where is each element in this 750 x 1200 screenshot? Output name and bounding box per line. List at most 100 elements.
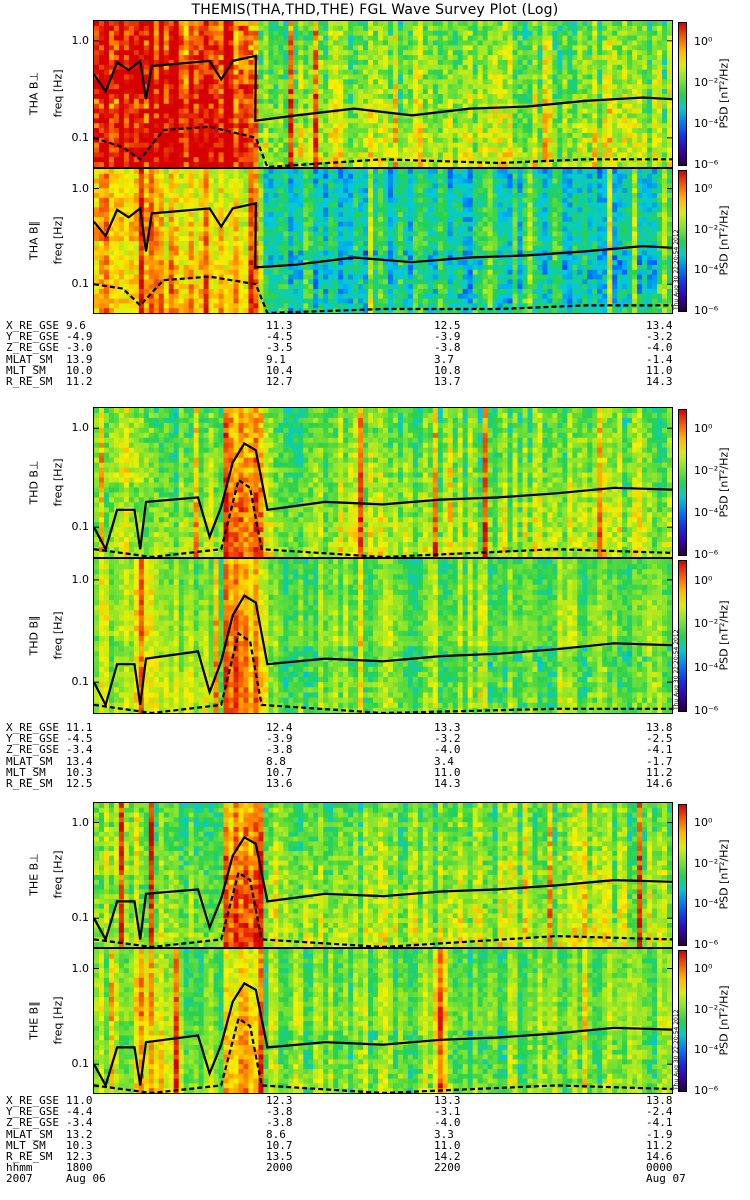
psd-cell	[627, 74, 633, 80]
psd-cell	[238, 157, 245, 163]
psd-cell	[437, 147, 444, 153]
psd-cell	[163, 193, 170, 199]
psd-cell	[198, 217, 205, 223]
psd-cell	[652, 35, 658, 42]
psd-cell	[338, 45, 344, 51]
psd-cell	[153, 212, 160, 218]
psd-cell	[383, 113, 389, 119]
psd-cell	[128, 108, 135, 115]
psd-cell	[427, 132, 434, 139]
psd-cell	[153, 50, 160, 56]
psd-cell	[422, 69, 429, 76]
psd-cell	[98, 236, 105, 242]
psd-cell	[268, 274, 274, 280]
psd-cell	[198, 260, 205, 266]
psd-cell	[607, 25, 613, 32]
psd-cell	[542, 55, 549, 61]
psd-cell	[397, 59, 404, 66]
psd-cell	[293, 274, 299, 280]
psd-cell	[502, 123, 509, 129]
psd-cell	[552, 21, 558, 27]
psd-cell	[288, 226, 294, 232]
psd-cell	[118, 103, 125, 110]
psd-cell	[153, 132, 160, 139]
psd-cell	[617, 45, 623, 51]
psd-cell	[477, 137, 484, 144]
psd-cell	[118, 226, 125, 232]
psd-cell	[238, 45, 245, 51]
psd-cell	[298, 79, 304, 85]
psd-cell	[198, 152, 205, 158]
psd-cell	[492, 108, 499, 115]
psd-cell	[582, 108, 588, 115]
psd-cell	[133, 245, 140, 252]
psd-cell	[94, 231, 100, 237]
psd-cell	[472, 123, 479, 129]
psd-cell	[208, 231, 215, 237]
psd-cell	[103, 142, 110, 149]
psd-cell	[163, 226, 170, 232]
psd-cell	[597, 94, 603, 100]
psd-cell	[153, 226, 160, 232]
psd-cell	[203, 303, 210, 309]
psd-cell	[113, 45, 120, 51]
psd-cell	[662, 118, 668, 124]
psd-cell	[193, 147, 200, 153]
psd-cell	[542, 147, 549, 153]
psd-cell	[442, 84, 449, 90]
psd-cell	[168, 274, 175, 280]
psd-cell	[647, 59, 653, 66]
psd-cell	[268, 142, 274, 149]
psd-cell	[308, 303, 314, 309]
psd-cell	[507, 79, 514, 85]
psd-cell	[602, 59, 608, 66]
psd-cell	[133, 279, 140, 285]
psd-cell	[383, 69, 389, 76]
psd-cell	[373, 89, 379, 95]
psd-cell	[133, 137, 140, 144]
psd-cell	[333, 274, 339, 280]
psd-cell	[417, 35, 424, 42]
psd-cell	[213, 113, 220, 119]
psd-cell	[442, 69, 449, 76]
psd-cell	[338, 147, 344, 153]
psd-cell	[457, 69, 464, 76]
psd-cell	[238, 103, 245, 110]
psd-cell	[218, 128, 225, 134]
psd-cell	[108, 103, 115, 110]
psd-cell	[303, 74, 309, 80]
psd-cell	[542, 84, 549, 90]
psd-cell	[248, 250, 255, 256]
psd-cell	[632, 89, 638, 95]
psd-cell	[303, 118, 309, 124]
psd-cell	[477, 40, 484, 46]
psd-cell	[373, 142, 379, 149]
psd-cell	[607, 50, 613, 56]
psd-cell	[472, 50, 479, 56]
psd-cell	[577, 152, 583, 158]
psd-cell	[472, 74, 479, 80]
psd-cell	[188, 113, 195, 119]
psd-cell	[278, 142, 284, 149]
psd-cell	[313, 108, 319, 115]
psd-cell	[128, 289, 135, 295]
psd-cell	[587, 94, 593, 100]
psd-cell	[537, 79, 544, 85]
psd-cell	[497, 84, 504, 90]
psd-cell	[587, 84, 593, 90]
psd-cell	[437, 94, 444, 100]
psd-cell	[263, 128, 269, 134]
psd-cell	[208, 236, 215, 242]
psd-cell	[218, 207, 225, 213]
psd-cell	[263, 45, 269, 51]
psd-cell	[118, 183, 125, 189]
psd-cell	[288, 123, 294, 129]
psd-cell	[168, 279, 175, 285]
psd-cell	[537, 55, 544, 61]
psd-cell	[452, 55, 459, 61]
psd-cell	[158, 103, 165, 110]
psd-cell	[273, 118, 279, 124]
psd-cell	[622, 74, 628, 80]
psd-cell	[622, 21, 628, 27]
psd-cell	[612, 142, 618, 149]
